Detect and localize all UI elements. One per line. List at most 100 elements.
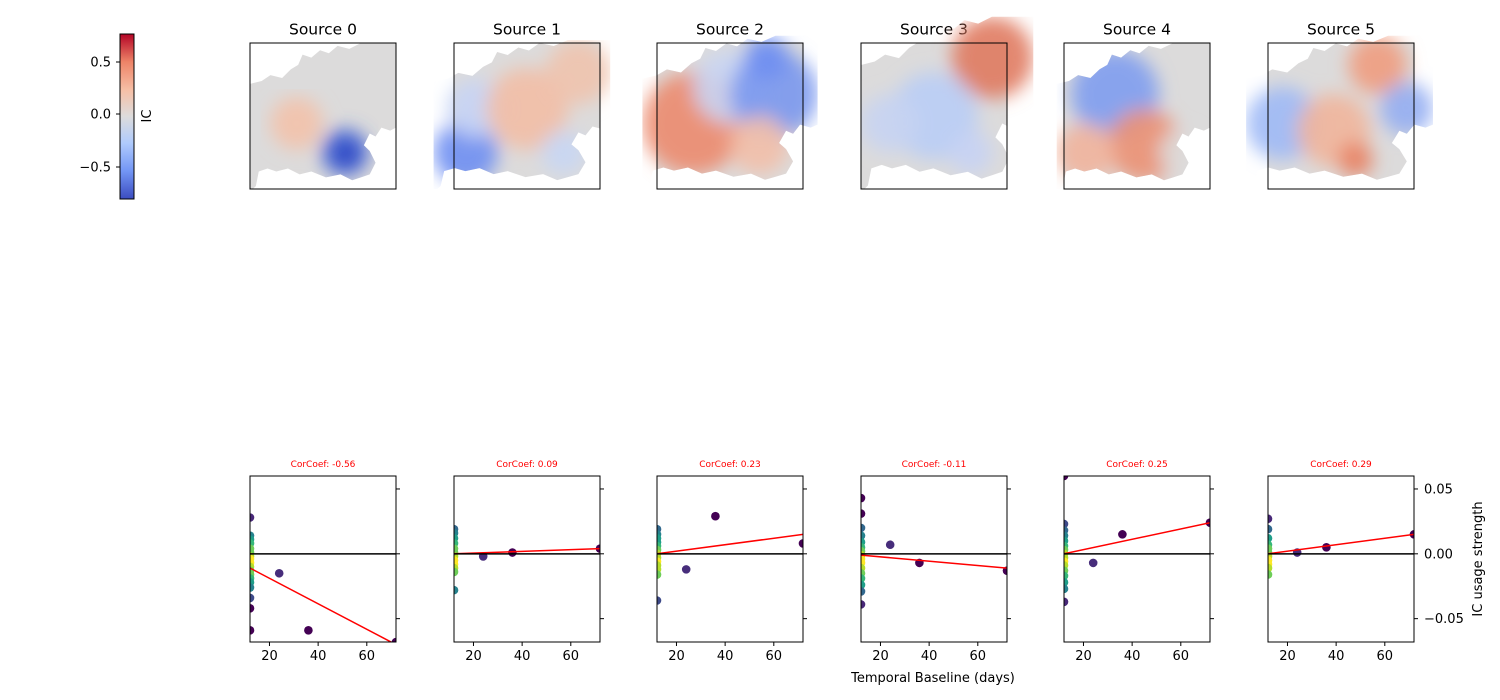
- axes-frame: [860, 475, 1008, 643]
- data-point: [1268, 563, 1273, 573]
- x-tick-label: 40: [717, 649, 734, 664]
- data-point: [250, 603, 255, 613]
- fit-line: [861, 554, 1007, 569]
- map-frame: [1267, 42, 1415, 190]
- fit-line: [454, 547, 600, 555]
- fit-line: [250, 567, 393, 642]
- map-image: [642, 35, 818, 189]
- scatter-panel: CorCoef: 0.25 20 40 60: [1063, 460, 1214, 664]
- colorbar-tick-label: 0.5: [90, 56, 111, 71]
- axes-frame: [1267, 475, 1415, 643]
- y-tick-label: 0.00: [1424, 547, 1453, 562]
- data-point: [508, 548, 517, 557]
- data-point: [1268, 570, 1273, 579]
- map-panel: Source 4: [1056, 21, 1211, 190]
- data-point: [1268, 533, 1273, 543]
- data-point: [861, 493, 866, 503]
- data-point: [657, 570, 662, 579]
- scatter-panel: CorCoef: 0.29 20 40 60 0.05 0.00 −0.05: [1267, 460, 1464, 664]
- map-panels: Source 0 Source 1 Source 2 Source 3 Source 4…: [249, 16, 1433, 190]
- data-point: [1268, 514, 1273, 524]
- axes-frame: [249, 475, 397, 643]
- data-point: [885, 540, 895, 550]
- data-point: [1322, 543, 1331, 552]
- x-axis-label: Temporal Baseline (days): [850, 671, 1015, 686]
- x-tick-label: 20: [261, 649, 278, 664]
- scatter-panel: CorCoef: -0.56 20 40 60: [249, 460, 400, 664]
- colorbar-label: IC: [140, 110, 155, 123]
- axes-frame: [1063, 475, 1211, 643]
- x-tick-label: 20: [465, 649, 482, 664]
- data-point: [250, 513, 255, 522]
- map-image: [1056, 43, 1210, 189]
- panel-title: CorCoef: 0.23: [699, 460, 761, 470]
- fit-line: [1064, 521, 1210, 555]
- data-point: [861, 587, 866, 596]
- data-point: [861, 531, 866, 540]
- axes-frame: [453, 475, 601, 643]
- axes-frame: [656, 475, 804, 643]
- data-point: [1118, 530, 1127, 539]
- colorbar-gradient: [119, 33, 135, 200]
- x-tick-label: 40: [1328, 649, 1345, 664]
- map-panel: Source 1: [433, 21, 611, 190]
- x-tick-label: 40: [310, 649, 327, 664]
- x-tick-label: 60: [766, 649, 783, 664]
- scatter-panel: CorCoef: 0.09 20 40 60: [453, 460, 604, 664]
- data-point: [861, 574, 866, 583]
- data-point: [250, 626, 255, 635]
- map-title: Source 4: [1103, 21, 1171, 39]
- data-point: [1064, 476, 1069, 481]
- fit-line: [1268, 533, 1414, 555]
- y-tick-label: −0.05: [1424, 612, 1464, 627]
- map-panel: Source 3: [860, 16, 1034, 190]
- data-point: [1268, 524, 1273, 534]
- data-point: [454, 585, 459, 595]
- map-image: [433, 40, 611, 189]
- data-point: [861, 600, 866, 609]
- data-point: [1064, 571, 1069, 581]
- map-panel: Source 2: [642, 21, 818, 190]
- map-frame: [453, 42, 601, 190]
- data-point: [391, 637, 396, 642]
- data-point: [798, 539, 803, 548]
- data-point: [454, 567, 459, 577]
- data-point: [250, 593, 255, 603]
- x-tick-label: 20: [1075, 649, 1092, 664]
- data-point: [1064, 584, 1069, 594]
- map-frame: [656, 42, 804, 190]
- x-tick-label: 60: [359, 649, 376, 664]
- data-point: [861, 523, 866, 533]
- map-title: Source 5: [1307, 21, 1375, 39]
- data-point: [1064, 597, 1069, 607]
- map-panel: Source 0: [249, 21, 397, 190]
- x-tick-label: 40: [921, 649, 938, 664]
- colorbar-tick-label: −0.5: [79, 161, 111, 176]
- x-tick-label: 20: [1279, 649, 1296, 664]
- colorbar-tick-label: 0.0: [90, 108, 111, 123]
- x-tick-label: 40: [514, 649, 531, 664]
- colorbar: 0.5 0.0 −0.5 IC: [79, 33, 155, 200]
- x-tick-label: 40: [1124, 649, 1141, 664]
- panel-title: CorCoef: -0.56: [291, 460, 356, 470]
- x-tick-label: 60: [1173, 649, 1190, 664]
- data-point: [274, 568, 284, 578]
- map-frame: [1063, 42, 1211, 190]
- data-point: [657, 596, 662, 605]
- data-point: [1064, 578, 1069, 587]
- map-title: Source 0: [289, 21, 357, 39]
- y-tick-label: 0.05: [1424, 482, 1453, 497]
- data-point: [1064, 519, 1069, 529]
- panel-title: CorCoef: -0.11: [902, 460, 967, 470]
- x-tick-label: 20: [872, 649, 889, 664]
- map-frame: [249, 42, 397, 190]
- map-image: [250, 43, 396, 189]
- x-tick-label: 60: [1377, 649, 1394, 664]
- map-frame: [860, 42, 1008, 190]
- panel-title: CorCoef: 0.09: [496, 460, 558, 470]
- data-point: [1088, 558, 1098, 568]
- panel-title: CorCoef: 0.25: [1106, 460, 1168, 470]
- data-point: [861, 580, 866, 590]
- data-point: [681, 565, 691, 574]
